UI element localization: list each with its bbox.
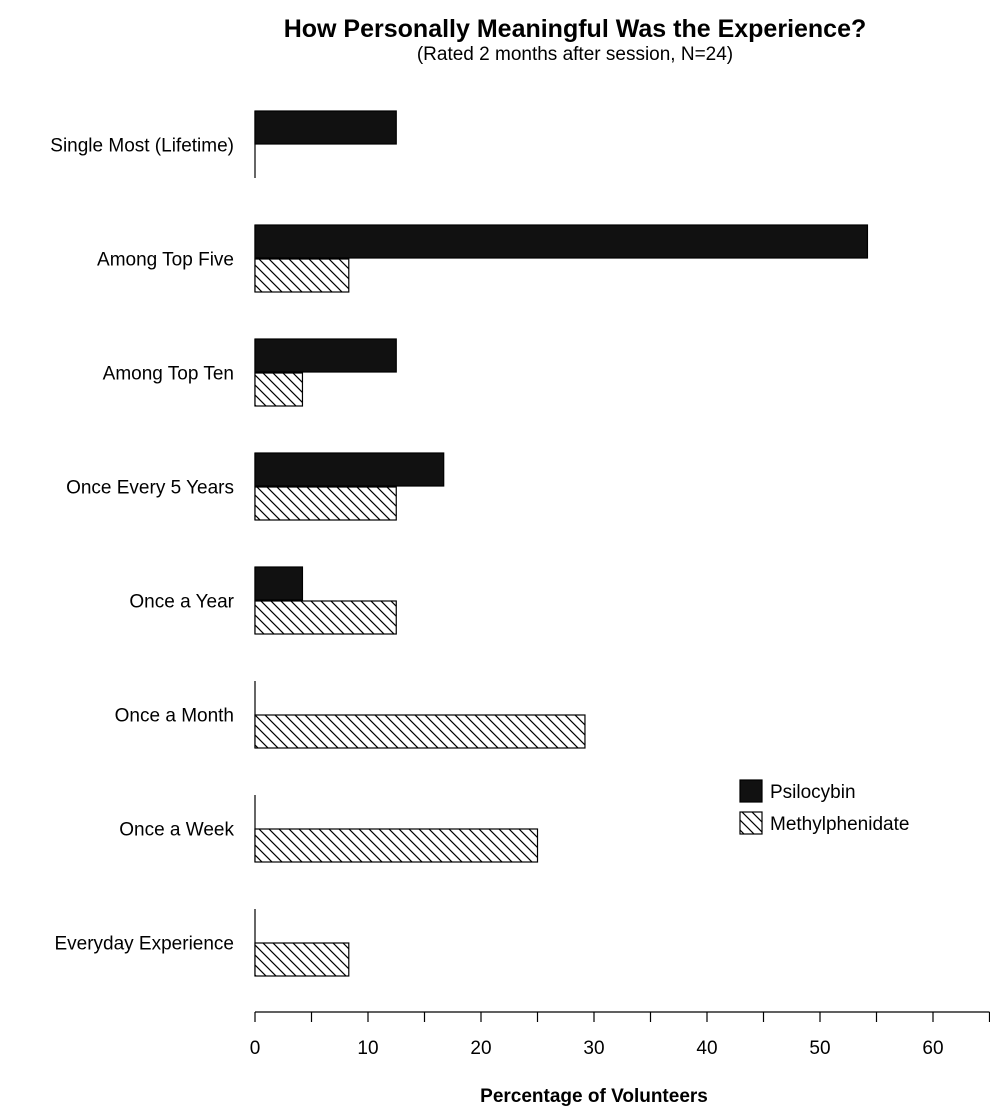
bar-psilocybin — [254, 452, 445, 487]
legend-label: Psilocybin — [770, 782, 856, 803]
category-label: Once Every 5 Years — [66, 478, 234, 499]
x-tick-label: 50 — [809, 1038, 830, 1059]
x-tick-label: 20 — [470, 1038, 491, 1059]
legend-label: Methylphenidate — [770, 814, 909, 835]
bar-methylphenidate — [254, 258, 350, 293]
x-tick-label: 30 — [583, 1038, 604, 1059]
bar-methylphenidate — [254, 372, 304, 407]
bar-psilocybin — [254, 110, 397, 145]
category-label: Among Top Ten — [103, 364, 234, 385]
legend-swatch — [739, 779, 763, 803]
bar-methylphenidate — [254, 600, 397, 635]
bar-methylphenidate — [254, 486, 397, 521]
x-axis-label: Percentage of Volunteers — [480, 1086, 708, 1107]
x-tick-label: 40 — [696, 1038, 717, 1059]
category-label: Single Most (Lifetime) — [50, 136, 234, 157]
category-label: Once a Week — [119, 820, 234, 841]
x-tick-label: 10 — [357, 1038, 378, 1059]
bar-psilocybin — [254, 338, 397, 373]
chart-title: How Personally Meaningful Was the Experi… — [283, 15, 867, 43]
category-label: Among Top Five — [97, 250, 234, 271]
bar-methylphenidate — [254, 714, 586, 749]
category-label: Once a Year — [129, 592, 234, 613]
bar-psilocybin — [254, 566, 304, 601]
category-label: Everyday Experience — [54, 934, 234, 955]
chart-subtitle: (Rated 2 months after session, N=24) — [416, 44, 734, 65]
x-tick-label: 0 — [250, 1038, 261, 1059]
bar-psilocybin — [254, 224, 869, 259]
bar-methylphenidate — [254, 828, 539, 863]
category-label: Once a Month — [115, 706, 234, 727]
legend-swatch — [739, 811, 763, 835]
x-tick-label: 60 — [922, 1038, 943, 1059]
bar-methylphenidate — [254, 942, 350, 977]
